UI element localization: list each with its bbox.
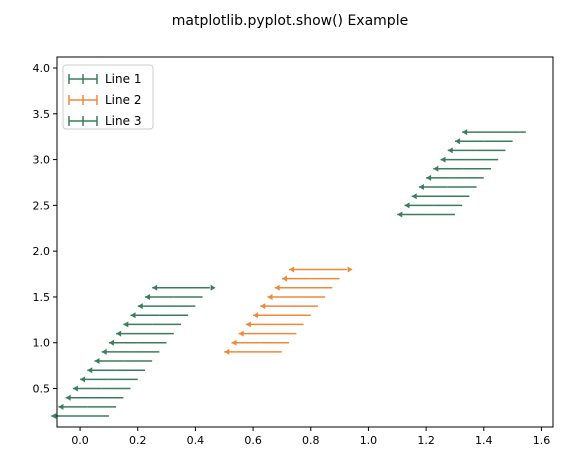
error-arrow (137, 303, 143, 310)
error-arrow (397, 211, 403, 218)
x-tick-label: 1.2 (417, 434, 435, 447)
series-end-arrow (347, 266, 353, 273)
error-arrow (152, 284, 158, 291)
x-tick-label: 1.4 (475, 434, 493, 447)
error-arrow (289, 266, 295, 273)
error-arrow (65, 394, 71, 401)
error-arrow (253, 312, 259, 319)
error-arrow (274, 284, 280, 291)
error-arrow (108, 339, 114, 346)
legend-label: Line 3 (105, 114, 141, 128)
error-arrow (411, 193, 417, 200)
error-arrow (260, 303, 266, 310)
error-arrow (238, 330, 244, 337)
error-arrow (447, 147, 453, 154)
series-end-arrow (210, 284, 216, 291)
y-tick-label: 1.0 (33, 337, 51, 350)
figure-title: matplotlib.pyplot.show() Example (172, 13, 408, 29)
x-tick-label: 0.2 (129, 434, 147, 447)
x-tick-label: 1.6 (533, 434, 551, 447)
y-tick-label: 4.0 (33, 62, 51, 75)
error-arrow (51, 413, 57, 420)
error-arrow (433, 165, 439, 172)
x-tick-label: 0.4 (187, 434, 205, 447)
error-arrow (101, 348, 107, 355)
error-arrow (94, 358, 100, 365)
error-arrow (58, 403, 64, 410)
x-tick-label: 0.6 (244, 434, 262, 447)
y-tick-label: 3.0 (33, 154, 51, 167)
legend-label: Line 1 (105, 72, 141, 86)
x-tick-label: 1.0 (360, 434, 378, 447)
error-arrow (130, 312, 136, 319)
series-3 (397, 129, 526, 218)
error-arrow (224, 348, 230, 355)
y-tick-label: 3.5 (33, 108, 51, 121)
error-arrow (454, 138, 460, 145)
y-tick-label: 1.5 (33, 291, 51, 304)
y-tick-label: 0.5 (33, 383, 51, 396)
error-arrow (87, 367, 93, 374)
error-arrow (440, 156, 446, 163)
y-axis: 0.5 1.0 1.5 2.0 2.5 3.0 3.5 4.0 (33, 62, 57, 396)
error-arrow (144, 293, 150, 300)
error-arrow (404, 202, 410, 209)
series-1 (51, 284, 216, 420)
error-arrow (245, 321, 251, 328)
error-arrow (80, 376, 86, 383)
y-tick-label: 2.0 (33, 245, 51, 258)
error-arrow (123, 321, 129, 328)
legend-label: Line 2 (105, 93, 141, 107)
error-arrow (418, 184, 424, 191)
error-arrow (462, 129, 468, 136)
plot-area (51, 129, 526, 420)
error-arrow (116, 330, 122, 337)
error-arrow (426, 174, 432, 181)
error-arrow (281, 275, 287, 282)
series-2 (224, 266, 353, 355)
y-tick-label: 2.5 (33, 199, 51, 212)
error-arrow (72, 385, 78, 392)
x-tick-label: 0.0 (71, 434, 89, 447)
legend-box (62, 64, 154, 130)
x-tick-label: 0.8 (302, 434, 320, 447)
error-arrow (267, 293, 273, 300)
error-arrow (231, 339, 237, 346)
x-axis: 0.0 0.2 0.4 0.6 0.8 1.0 1.2 1.4 1.6 (71, 427, 550, 447)
legend: Line 1 Line 2 Line 3 (62, 64, 154, 130)
axes-frame (56, 56, 554, 428)
